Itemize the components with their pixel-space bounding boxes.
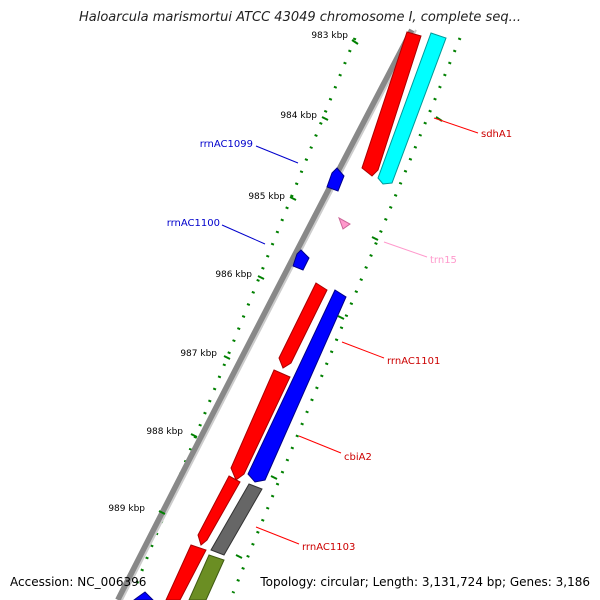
gene-feature[interactable] bbox=[210, 483, 263, 556]
gene-feature[interactable] bbox=[361, 31, 422, 177]
tick-label: 989 kbp bbox=[108, 504, 145, 514]
gene-feature[interactable] bbox=[326, 167, 345, 192]
gene-feature[interactable] bbox=[377, 32, 447, 185]
gene-label-rrnAC1100[interactable]: rrnAC1100 bbox=[167, 218, 220, 229]
gene-feature[interactable] bbox=[338, 216, 351, 230]
tick-label: 988 kbp bbox=[146, 427, 183, 437]
gene-feature[interactable] bbox=[292, 249, 310, 271]
callout-line bbox=[341, 341, 385, 359]
tick-mark bbox=[257, 275, 265, 280]
callout-line bbox=[298, 435, 342, 454]
gene-track-forward bbox=[165, 31, 422, 600]
tick-mark bbox=[321, 116, 329, 121]
gene-label-cbiA2[interactable]: cbiA2 bbox=[344, 452, 372, 463]
callout-line bbox=[255, 145, 299, 164]
tick-label: 987 kbp bbox=[180, 349, 217, 359]
tick-label: 985 kbp bbox=[248, 192, 285, 202]
tick-mark bbox=[351, 39, 359, 45]
tick-label: 983 kbp bbox=[311, 31, 348, 41]
gene-feature[interactable] bbox=[197, 475, 241, 546]
tick-mark bbox=[223, 355, 231, 360]
gene-feature[interactable] bbox=[278, 282, 328, 369]
gene-feature[interactable] bbox=[165, 544, 207, 600]
gene-feature[interactable] bbox=[230, 369, 291, 481]
map-title: Haloarcula marismortui ATCC 43049 chromo… bbox=[79, 10, 521, 25]
callout-line bbox=[221, 224, 266, 245]
feature-tick bbox=[270, 475, 278, 480]
tick-label: 984 kbp bbox=[280, 111, 317, 121]
feature-tick bbox=[235, 554, 243, 559]
gene-feature[interactable] bbox=[133, 591, 154, 600]
gene-label-trn15[interactable]: trn15 bbox=[430, 255, 457, 266]
tick-mark bbox=[158, 510, 166, 515]
tick-label: 986 kbp bbox=[215, 270, 252, 280]
feature-tick bbox=[371, 236, 379, 241]
gene-label-rrnAC1101[interactable]: rrnAC1101 bbox=[387, 356, 440, 367]
gene-label-sdhA1[interactable]: sdhA1 bbox=[481, 129, 512, 140]
backbone bbox=[115, 28, 415, 600]
kbp-ticks bbox=[158, 39, 359, 515]
callout-line bbox=[255, 526, 300, 545]
backbone-shadow bbox=[121, 29, 417, 600]
callout-line bbox=[383, 241, 428, 258]
scale-track-inner bbox=[231, 37, 462, 594]
feature-tick bbox=[337, 315, 345, 320]
topology-text: Topology: circular; Length: 3,131,724 bp… bbox=[260, 575, 590, 589]
tick-mark bbox=[190, 433, 198, 438]
tick-mark bbox=[289, 196, 297, 201]
gene-track-reverse bbox=[188, 32, 447, 600]
callout-line bbox=[433, 117, 479, 134]
gene-feature[interactable] bbox=[247, 289, 347, 483]
gene-label-rrnAC1103[interactable]: rrnAC1103 bbox=[302, 542, 355, 553]
gene-feature[interactable] bbox=[188, 554, 225, 600]
accession-text: Accession: NC_006396 bbox=[10, 575, 147, 589]
gene-label-rrnAC1099[interactable]: rrnAC1099 bbox=[200, 139, 253, 150]
